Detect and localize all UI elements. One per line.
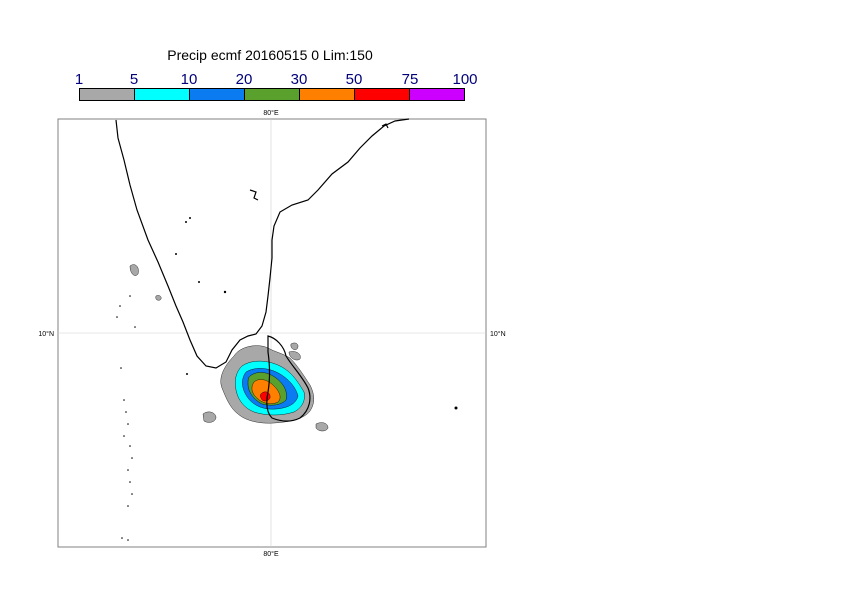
- island-dot: [125, 411, 127, 413]
- legend-label: 30: [290, 71, 308, 88]
- legend-label: 20: [235, 71, 253, 88]
- island-dot: [129, 295, 131, 297]
- island-outline: [381, 123, 389, 129]
- island-dot: [127, 505, 129, 507]
- legend-swatch: [245, 89, 300, 100]
- island-dot: [123, 399, 125, 401]
- lat-label-left: 10°N: [38, 330, 54, 338]
- island-dots: [116, 217, 458, 541]
- legend-colorbar: [79, 88, 465, 101]
- precip-band-1-5: [288, 351, 301, 361]
- precip-contours: [129, 264, 329, 432]
- island-dot: [127, 539, 129, 541]
- precip-band-50-75: [260, 391, 271, 402]
- island-dot: [131, 457, 133, 459]
- island-dot: [127, 423, 129, 425]
- legend-label: 100: [452, 71, 478, 88]
- island-dot: [198, 281, 200, 283]
- legend-swatch: [135, 89, 190, 100]
- india-coastline: [115, 118, 410, 369]
- precip-band-1-5: [155, 295, 162, 301]
- legend-label: 5: [129, 71, 139, 88]
- legend-label: 10: [180, 71, 198, 88]
- island-dot: [175, 253, 177, 255]
- island-dot: [121, 537, 123, 539]
- island-dot: [131, 493, 133, 495]
- island-dot: [127, 469, 129, 471]
- island-dot: [116, 316, 118, 318]
- legend-label: 75: [401, 71, 419, 88]
- precip-band-1-5: [129, 264, 139, 276]
- legend-swatch: [300, 89, 355, 100]
- island-dot: [134, 326, 136, 328]
- island-dot: [120, 367, 122, 369]
- sri-lanka-coastline: [266, 335, 311, 422]
- legend-label: 50: [345, 71, 363, 88]
- island-dot: [119, 305, 121, 307]
- legend-swatch: [410, 89, 464, 100]
- precip-band-1-5: [202, 411, 217, 423]
- island-dot: [123, 435, 125, 437]
- legend-label: 1: [74, 71, 84, 88]
- island-dot: [189, 217, 191, 219]
- legend-swatch: [190, 89, 245, 100]
- precip-band-1-5: [290, 342, 299, 350]
- island-dot: [223, 290, 227, 294]
- lat-label-right: 10°N: [490, 330, 506, 338]
- island-dot: [186, 373, 188, 375]
- island-dot: [454, 406, 458, 410]
- lon-label-top: 80°E: [263, 109, 279, 117]
- legend-labels: 1 5 10 20 30 50 75 100: [0, 71, 842, 89]
- legend-swatch: [80, 89, 135, 100]
- coastline: [115, 118, 410, 422]
- lon-label-bottom: 80°E: [263, 550, 279, 558]
- precip-band-1-5: [315, 422, 329, 432]
- island-dot: [129, 481, 131, 483]
- chart-title: Precip ecmf 20160515 0 Lim:150: [167, 47, 373, 63]
- island-dot: [129, 445, 131, 447]
- island-outline: [249, 189, 259, 201]
- island-dot: [185, 221, 187, 223]
- legend-swatch: [355, 89, 410, 100]
